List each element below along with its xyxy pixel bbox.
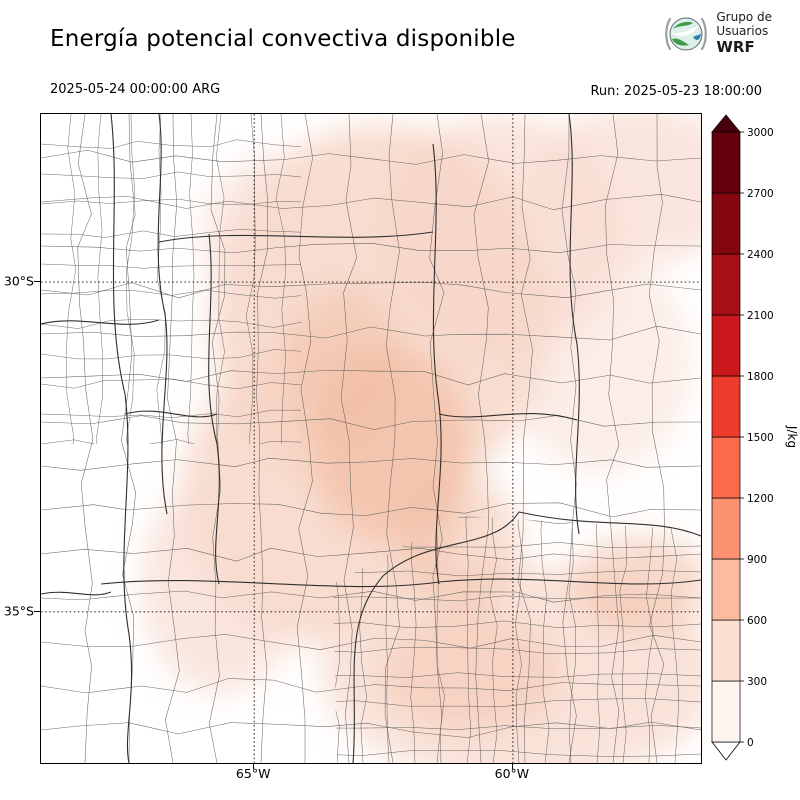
colorbar-tick-label: 2400 [747,249,774,261]
colorbar-tick-label: 300 [747,676,767,688]
colorbar-tick-label: 2700 [747,188,774,200]
colorbar-tick-label: 900 [747,554,767,566]
colorbar-over-arrow [711,114,741,133]
lon-tick-label: 60°W [494,766,530,781]
valid-time-label: 2025-05-24 00:00:00 ARG [50,82,221,97]
colorbar-tick-label: 2100 [747,310,774,322]
colorbar-tick-label: 1200 [747,493,774,505]
colorbar-segment [711,619,741,682]
colorbar-tick-label: 1500 [747,432,774,444]
logo-text: Grupo de Usuarios WRF [716,10,772,57]
wrf-users-group-logo: Grupo de Usuarios WRF [663,10,772,57]
logo-line1: Grupo de [716,10,772,24]
lat-tick-label: 35°S [3,603,34,619]
colorbar-units-label: J/kg [785,425,799,448]
cape-shading [141,114,701,763]
globe-icon [665,17,708,50]
colorbar-tick-label: 3000 [747,127,774,139]
department-boundaries [41,114,701,763]
lon-tick-mark [511,763,513,769]
logo-line3: WRF [716,38,755,57]
page-title: Energía potencial convectiva disponible [50,26,516,52]
colorbar-tick-label: 600 [747,615,767,627]
cape-map [41,114,701,763]
lat-tick-label: 30°S [3,273,34,289]
lat-tick-mark [34,610,40,612]
colorbar: 0 300 600 900 1200 1500 1800 2100 2400 2700 3000 J/… [708,114,800,764]
map-panel [40,113,702,764]
lon-tick-mark [253,763,255,769]
colorbar-tick-label: 0 [747,737,754,749]
logo-line2: Usuarios [716,24,769,39]
colorbar-segment [711,192,741,255]
run-time-label: Run: 2025-05-23 18:00:00 [590,84,762,99]
colorbar-segment [711,131,741,194]
colorbar-segment [711,314,741,377]
colorbar-segment [711,558,741,621]
lon-tick-label: 65°W [235,766,271,781]
department-boundaries-nw [41,114,301,444]
colorbar-segment [711,253,741,316]
latlon-gridlines [41,114,701,763]
colorbar-segment [711,436,741,499]
colorbar-tick-label: 1800 [747,371,774,383]
department-boundaries-ba [333,516,701,763]
colorbar-under-arrow [711,741,741,761]
lat-tick-mark [34,281,40,283]
colorbar-segment [711,375,741,438]
colorbar-segment [711,497,741,560]
province-boundaries [41,114,701,763]
colorbar-segment [711,680,741,743]
